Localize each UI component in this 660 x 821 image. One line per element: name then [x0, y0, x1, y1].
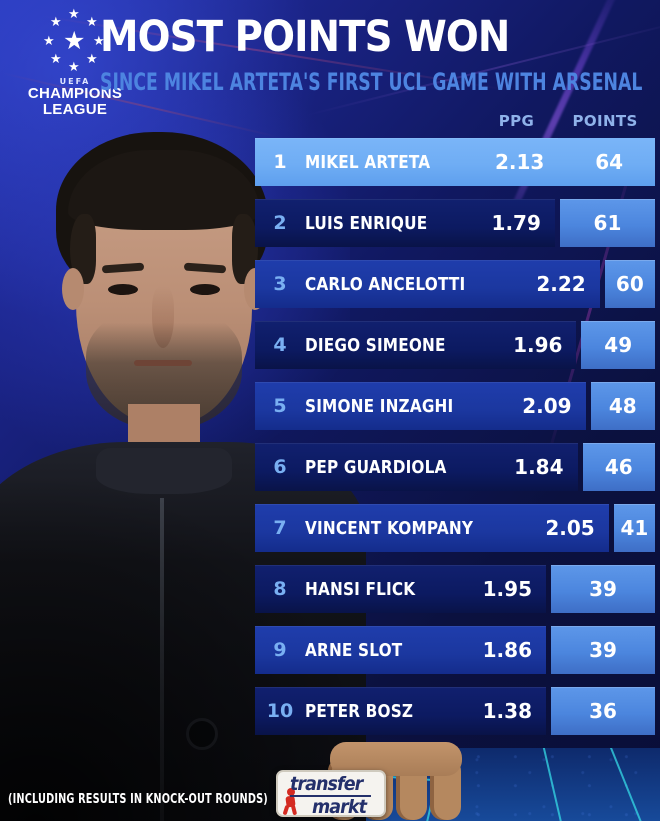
table-row: 5 SIMONE INZAGHI 2.09 48	[255, 382, 655, 430]
table-row: 3 CARLO ANCELOTTI 2.22 60	[255, 260, 655, 308]
table-row: 4 DIEGO SIMEONE 1.96 49	[255, 321, 655, 369]
page-subtitle: SINCE MIKEL ARTETA'S FIRST UCL GAME WITH…	[100, 68, 643, 96]
manager-name: ARNE SLOT	[305, 639, 403, 661]
ppg-value: 2.13	[495, 150, 545, 174]
hairline	[68, 150, 260, 230]
row-main-segment: 9 ARNE SLOT 1.86	[255, 626, 546, 674]
row-main-segment: 7 VINCENT KOMPANY 2.05	[255, 504, 609, 552]
manager-name: DIEGO SIMEONE	[305, 334, 446, 356]
manager-name: LUIS ENRIQUE	[305, 212, 428, 234]
points-value: 41	[620, 516, 649, 540]
manager-name: HANSI FLICK	[305, 578, 416, 600]
points-cell: 39	[551, 565, 655, 613]
points-value: 61	[593, 211, 622, 235]
points-value: 46	[604, 455, 633, 479]
table-row: 10 PETER BOSZ 1.38 36	[255, 687, 655, 735]
table-row: 7 VINCENT KOMPANY 2.05 41	[255, 504, 655, 552]
row-main-segment: 3 CARLO ANCELOTTI 2.22	[255, 260, 600, 308]
points-cell: 48	[590, 382, 655, 430]
ppg-value: 1.79	[491, 211, 541, 235]
transfermarkt-figure-icon	[282, 788, 299, 816]
ppg-value: 2.22	[536, 272, 586, 296]
ppg-value: 1.95	[482, 577, 532, 601]
hair	[56, 132, 268, 302]
points-cell: 64	[563, 138, 655, 186]
table-row: 1 MIKEL ARTETA 2.13 64	[255, 138, 655, 186]
rank-number: 8	[273, 578, 287, 600]
brand-word-transfer: transfer	[290, 775, 371, 797]
points-value: 49	[604, 333, 633, 357]
champions-label: CHAMPIONS	[27, 85, 123, 102]
row-main-segment: 10 PETER BOSZ 1.38	[255, 687, 546, 735]
rank-number: 1	[273, 151, 287, 173]
brand-word-markt: markt	[312, 796, 367, 818]
ppg-value: 1.84	[514, 455, 564, 479]
row-main-segment: 4 DIEGO SIMEONE 1.96	[255, 321, 577, 369]
rank-number: 5	[273, 395, 287, 417]
starball-icon	[42, 10, 108, 76]
table-row: 8 HANSI FLICK 1.95 39	[255, 565, 655, 613]
rank-number: 2	[273, 212, 287, 234]
points-value: 39	[589, 638, 617, 662]
row-main-segment: 2 LUIS ENRIQUE 1.79	[255, 199, 555, 247]
points-cell: 39	[551, 626, 655, 674]
points-column-header: POINTS	[572, 112, 638, 130]
rank-number: 3	[273, 273, 287, 295]
points-cell: 61	[559, 199, 655, 247]
league-label: LEAGUE	[42, 101, 108, 119]
ucl-logo: UEFA CHAMPIONS LEAGUE	[20, 10, 130, 118]
points-value: 64	[595, 150, 624, 174]
points-cell: 46	[582, 443, 655, 491]
points-cell: 49	[581, 321, 655, 369]
manager-name: PEP GUARDIOLA	[305, 456, 447, 478]
manager-name: VINCENT KOMPANY	[305, 517, 474, 539]
manager-name: SIMONE INZAGHI	[305, 395, 454, 417]
ppg-value: 1.86	[482, 638, 532, 662]
points-cell: 36	[551, 687, 655, 735]
row-main-segment: 8 HANSI FLICK 1.95	[255, 565, 546, 613]
manager-name: CARLO ANCELOTTI	[305, 273, 466, 295]
points-value: 36	[589, 699, 617, 723]
table-row: 9 ARNE SLOT 1.86 39	[255, 626, 655, 674]
table-column-headers: PPG POINTS	[255, 112, 655, 130]
uefa-label: UEFA	[59, 77, 91, 86]
transfermarkt-logo: transfer markt	[276, 770, 386, 817]
points-value: 39	[589, 577, 617, 601]
manager-name: MIKEL ARTETA	[305, 151, 431, 173]
ppg-value: 1.96	[513, 333, 563, 357]
footnote: (INCLUDING RESULTS IN KNOCK-OUT ROUNDS)	[8, 792, 268, 807]
row-main-segment: 1 MIKEL ARTETA 2.13	[255, 138, 558, 186]
points-cell: 60	[604, 260, 655, 308]
ppg-column-header: PPG	[498, 112, 535, 130]
table-row: 6 PEP GUARDIOLA 1.84 46	[255, 443, 655, 491]
ranking-table-rows: 1 MIKEL ARTETA 2.13 64 2 LUIS ENRIQUE 1.…	[255, 138, 655, 735]
row-main-segment: 5 SIMONE INZAGHI 2.09	[255, 382, 586, 430]
ppg-value: 2.05	[545, 516, 595, 540]
points-cell: 41	[613, 504, 655, 552]
rank-number: 9	[273, 639, 287, 661]
rank-number: 7	[273, 517, 287, 539]
ppg-value: 1.38	[482, 699, 532, 723]
beard	[86, 308, 242, 430]
rank-number: 10	[266, 700, 294, 722]
manager-name: PETER BOSZ	[305, 700, 414, 722]
table-row: 2 LUIS ENRIQUE 1.79 61	[255, 199, 655, 247]
rank-number: 6	[273, 456, 287, 478]
page-title: MOST POINTS WON	[100, 12, 510, 62]
rank-number: 4	[273, 334, 287, 356]
face	[76, 162, 252, 424]
ppg-value: 2.09	[522, 394, 572, 418]
points-value: 48	[608, 394, 637, 418]
row-main-segment: 6 PEP GUARDIOLA 1.84	[255, 443, 578, 491]
points-value: 60	[615, 272, 644, 296]
